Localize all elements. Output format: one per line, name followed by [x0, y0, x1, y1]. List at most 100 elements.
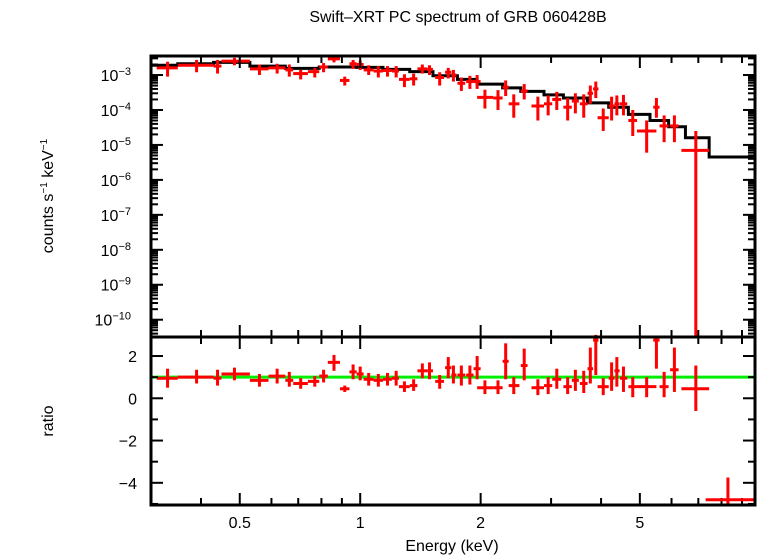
model-step-line [151, 60, 755, 159]
data-point [543, 95, 553, 116]
tick-exponent: −6 [118, 171, 131, 183]
ratio-point [531, 379, 544, 396]
data-point [319, 63, 328, 73]
data-point [373, 66, 383, 78]
ratio-point [156, 368, 178, 388]
ratio-point [249, 373, 269, 387]
x-tick-label: 1 [356, 515, 365, 532]
tick-base: 10 [101, 103, 119, 120]
data-point [417, 64, 428, 74]
ratio-point [520, 348, 528, 381]
ratio-point [409, 379, 418, 391]
x-tick-label: 0.5 [229, 515, 251, 532]
tick-base: 10 [101, 173, 119, 190]
data-point [177, 59, 214, 73]
tick-base: 10 [101, 243, 119, 260]
data-point [349, 59, 357, 69]
data-point [285, 64, 294, 77]
y-tick-label: 10−4 [101, 101, 131, 120]
y-tick-label: −4 [119, 476, 137, 493]
y-tick-label: 2 [128, 349, 137, 366]
ratio-point [177, 369, 214, 384]
data-point [339, 76, 350, 86]
ratio-point [628, 377, 638, 398]
x-tick-label: 5 [635, 515, 644, 532]
data-point [552, 91, 562, 110]
data-point [670, 115, 679, 143]
ratio-point [327, 354, 340, 371]
chart-title: Swift–XRT PC spectrum of GRB 060428B [309, 9, 606, 26]
data-point [477, 89, 494, 109]
spectrum-panel: 10−310−410−510−610−710−810−910−10 [95, 54, 757, 505]
ratio-point [597, 378, 609, 396]
data-point [457, 77, 466, 91]
data-point [221, 57, 250, 66]
ratio-point [593, 334, 599, 376]
ratio-point [608, 362, 615, 391]
data-point [409, 73, 418, 86]
ratio-point [398, 381, 410, 392]
spectrum-frame [149, 54, 757, 339]
ratio-point [508, 377, 520, 395]
data-point [445, 67, 452, 79]
data-point [659, 115, 669, 143]
y-label-counts: counts s [40, 194, 57, 254]
data-point [531, 96, 544, 121]
ratio-point [543, 377, 553, 395]
data-point [628, 109, 638, 137]
y-tick-label: 10−5 [101, 136, 131, 155]
y-tick-label: 10−6 [101, 171, 131, 190]
x-tick-label: 2 [476, 515, 485, 532]
ratio-point [293, 378, 308, 389]
y-label-exp1: −1 [39, 182, 50, 194]
data-point [597, 108, 609, 132]
ratio-point [457, 365, 466, 386]
y-axis-label-spectrum: counts s−1 keV−1 [39, 138, 57, 253]
ratio-point [614, 357, 620, 387]
tick-base: 10 [101, 278, 119, 295]
data-point [681, 131, 710, 337]
data-point [579, 94, 588, 118]
data-point [520, 84, 528, 100]
data-point [451, 69, 457, 82]
data-point [307, 67, 320, 78]
ratio-point [473, 356, 481, 380]
ratio-point [705, 477, 755, 505]
y-tick-label: 10−3 [101, 66, 131, 85]
data-point [493, 90, 503, 110]
data-point [391, 66, 399, 78]
data-point [563, 98, 572, 121]
y-tick-label: 10−7 [101, 206, 131, 225]
data-point [293, 69, 308, 80]
ratio-point [445, 357, 452, 379]
tick-base: 10 [101, 138, 119, 155]
data-point [508, 94, 520, 118]
data-point [473, 75, 481, 89]
data-point [213, 59, 222, 74]
tick-exponent: −9 [118, 276, 131, 288]
ratio-point [213, 369, 222, 386]
data-point [435, 72, 445, 86]
ratio-point [435, 375, 445, 389]
ratio-point [373, 373, 383, 387]
data-point [249, 64, 269, 76]
data-point [268, 63, 286, 74]
ratio-point [587, 347, 594, 384]
data-point [571, 93, 579, 114]
ratio-point [681, 365, 710, 411]
ratio-point [356, 366, 364, 381]
ratio-panel: 0.5 1 2 5 2 0 −2 −4 [119, 334, 757, 532]
y-label-kev: keV [40, 150, 57, 182]
ratio-point [653, 337, 660, 369]
ratio-point [451, 365, 457, 384]
data-point [427, 65, 433, 76]
ratio-point [670, 347, 679, 392]
ratio-point [466, 365, 474, 385]
ratio-point [493, 380, 503, 395]
ratio-point [363, 372, 374, 386]
y-axis-label-ratio: ratio [40, 405, 57, 436]
ratio-point [502, 343, 509, 380]
ratio-point [571, 369, 579, 391]
data-point [156, 61, 178, 77]
